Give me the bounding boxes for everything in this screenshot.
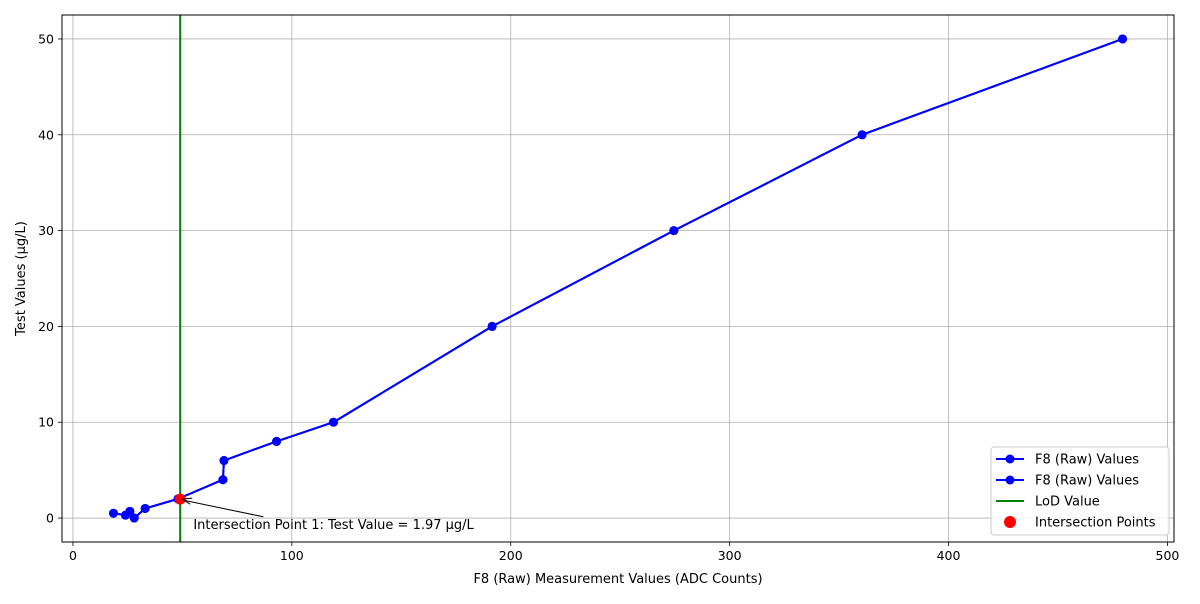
data-point [857, 130, 867, 140]
y-tick-label: 0 [46, 511, 54, 526]
legend-box [990, 446, 1170, 536]
y-axis-label: Test Values (µg/L) [14, 221, 29, 337]
y-tick-label: 10 [38, 415, 54, 430]
series-line [113, 38, 1123, 520]
legend-label: F8 (Raw) Values [1035, 453, 1139, 468]
x-tick-label: 200 [499, 548, 523, 563]
data-point [140, 503, 150, 513]
y-tick-label: 30 [38, 223, 54, 238]
axis-ticks: 0 100 200 300 400 500 0 10 20 30 40 50 [38, 31, 1179, 563]
series-1 [108, 34, 1128, 523]
data-point [272, 436, 282, 446]
data-point [129, 513, 139, 523]
plot-frame [61, 14, 1175, 543]
x-axis-label: F8 (Raw) Measurement Values (ADC Counts) [473, 572, 762, 587]
data-point [669, 226, 679, 236]
data-point [328, 417, 338, 427]
series-layer [108, 34, 1128, 523]
legend-label: LoD Value [1035, 495, 1100, 510]
legend-item: F8 (Raw) Values [996, 474, 1139, 489]
data-point [219, 456, 229, 466]
x-tick-label: 0 [69, 548, 77, 563]
y-tick-label: 20 [38, 319, 54, 334]
x-tick-label: 400 [937, 548, 961, 563]
annotation-arrow-line [183, 499, 264, 518]
y-tick-label: 50 [38, 31, 54, 46]
legend-item: LoD Value [996, 495, 1100, 510]
legend-item: Intersection Points [1004, 516, 1156, 531]
data-point [108, 508, 118, 518]
legend-label: Intersection Points [1035, 516, 1156, 531]
x-tick-label: 500 [1156, 548, 1180, 563]
series-2 [108, 34, 1128, 523]
x-tick-label: 100 [280, 548, 304, 563]
data-point [1118, 34, 1128, 44]
legend-label: F8 (Raw) Values [1035, 474, 1139, 489]
data-point [218, 475, 228, 485]
intersection-point [174, 493, 186, 505]
data-point [487, 321, 497, 331]
data-point [125, 506, 135, 516]
legend-swatch-marker [1004, 516, 1016, 528]
grid-lines [62, 15, 1174, 542]
y-tick-label: 40 [38, 127, 54, 142]
annotation-layer: Intersection Point 1: Test Value = 1.97 … [181, 497, 475, 533]
annotation-arrow-head [181, 497, 193, 505]
legend: F8 (Raw) Values F8 (Raw) Values LoD Value I… [990, 446, 1170, 536]
legend-item: F8 (Raw) Values [996, 453, 1139, 468]
legend-swatch-marker [1005, 454, 1015, 464]
legend-swatch-marker [1005, 475, 1015, 485]
annotation-text: Intersection Point 1: Test Value = 1.97 … [193, 518, 474, 533]
x-tick-label: 300 [718, 548, 742, 563]
